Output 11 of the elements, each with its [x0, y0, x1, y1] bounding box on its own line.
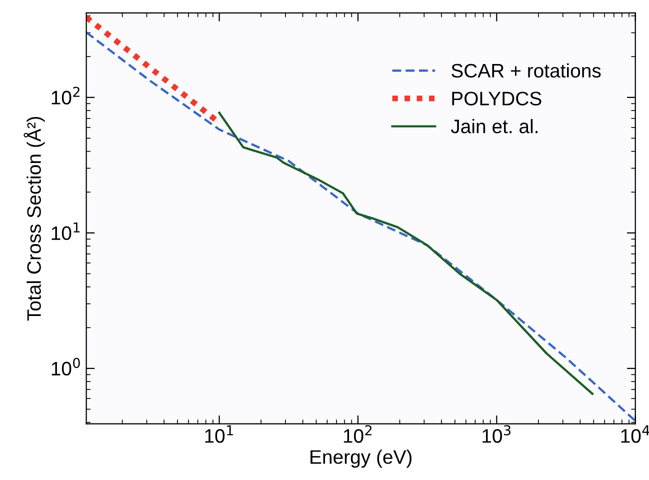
- legend-label: POLYDCS: [452, 92, 542, 106]
- x-tick-label: 10$^{3}$: [482, 425, 510, 443]
- x-tick-label: 10$^{1}$: [205, 425, 233, 443]
- y-tick-label: 10$^{1}$: [52, 222, 80, 240]
- y-axis-title: Total Cross Section (Å²): [24, 116, 45, 321]
- y-tick-label: 10$^{2}$: [52, 86, 80, 104]
- y-tick-label: 10$^{0}$: [52, 358, 80, 376]
- legend-label: SCAR + rotations: [452, 63, 601, 78]
- x-tick-label: 10$^{2}$: [344, 425, 372, 443]
- x-axis-title: Energy (eV): [310, 450, 412, 468]
- legend-label: Jain et. al.: [450, 119, 538, 134]
